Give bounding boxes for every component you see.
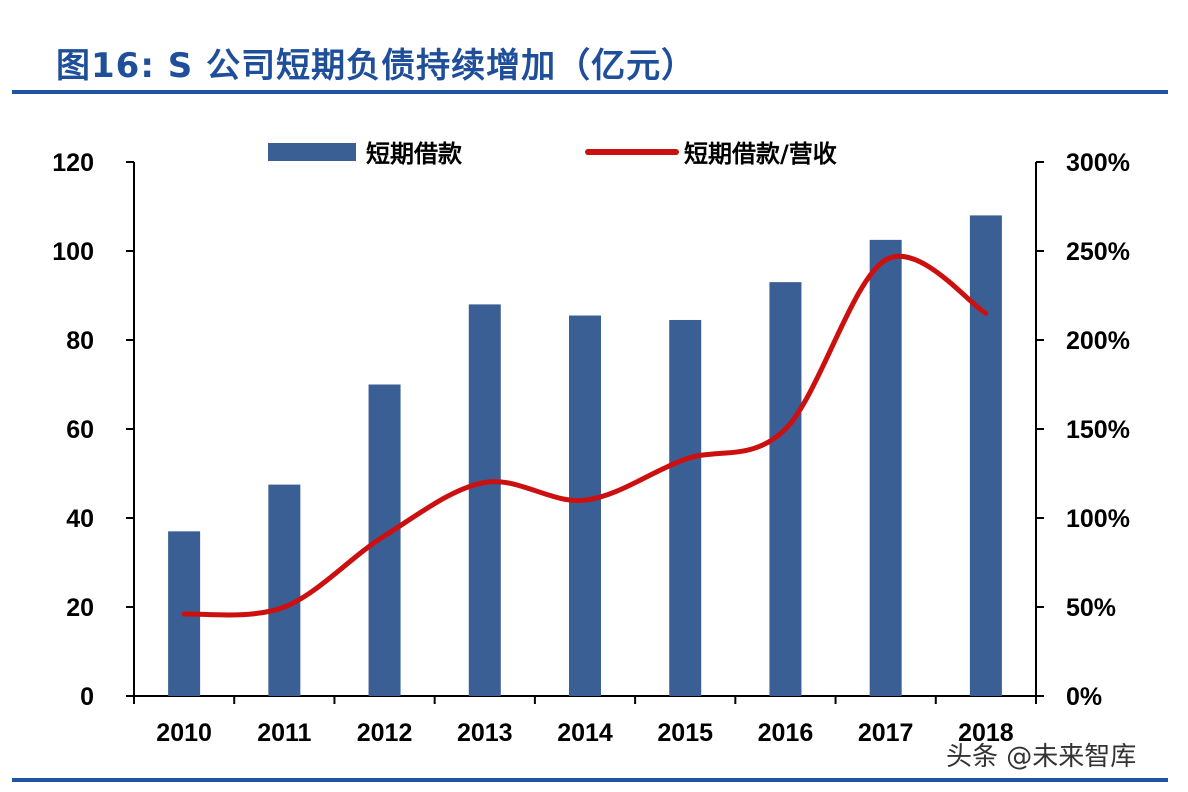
right-tick-label: 300%	[1066, 149, 1130, 177]
x-tick-label: 2010	[156, 719, 212, 747]
left-tick-label: 40	[66, 505, 94, 533]
right-tick-label: 0%	[1066, 683, 1102, 711]
legend-label-bar: 短期借款	[366, 140, 463, 168]
bar-series	[168, 215, 1002, 696]
x-tick-label: 2014	[557, 719, 613, 747]
left-tick-label: 120	[52, 149, 94, 177]
bar	[268, 484, 301, 696]
x-tick-label: 2016	[758, 719, 814, 747]
x-tick-label: 2011	[257, 719, 311, 747]
x-tick-label: 2012	[357, 719, 413, 747]
left-tick-label: 100	[52, 238, 94, 266]
x-tick-label: 2017	[858, 719, 914, 747]
right-tick-label: 100%	[1066, 505, 1130, 533]
right-tick-label: 250%	[1066, 238, 1130, 266]
right-tick-label: 150%	[1066, 416, 1130, 444]
left-tick-label: 60	[66, 416, 94, 444]
right-tick-label: 200%	[1066, 327, 1130, 355]
bar	[468, 304, 501, 696]
bar	[869, 239, 902, 696]
bar	[368, 384, 401, 696]
watermark: 头条 @未来智库	[946, 742, 1137, 772]
right-tick-label: 50%	[1066, 594, 1116, 622]
bottom-rule	[12, 778, 1168, 782]
tick-labels: 0 20 40 60 80 100 120 0% 50% 100% 150% 200% 250% 300%…	[52, 149, 1130, 747]
legend: 短期借款 短期借款/营收	[268, 140, 837, 168]
left-tick-label: 20	[66, 594, 94, 622]
x-tick-label: 2015	[657, 719, 713, 747]
bar	[769, 282, 802, 696]
left-tick-label: 0	[80, 683, 94, 711]
x-tick-label: 2018	[958, 719, 1014, 747]
ratio-line	[181, 254, 989, 618]
legend-swatch-bar	[268, 143, 356, 161]
bar	[669, 319, 702, 696]
bar	[569, 315, 601, 696]
legend-label-line: 短期借款/营收	[684, 140, 837, 168]
x-tick-label: 2013	[457, 719, 513, 747]
chart-title: 图16: S 公司短期负债持续增加（亿元）	[56, 46, 697, 86]
bar	[969, 215, 1002, 696]
title-rule	[12, 90, 1168, 94]
line-series	[181, 254, 989, 618]
left-tick-label: 80	[66, 327, 94, 355]
